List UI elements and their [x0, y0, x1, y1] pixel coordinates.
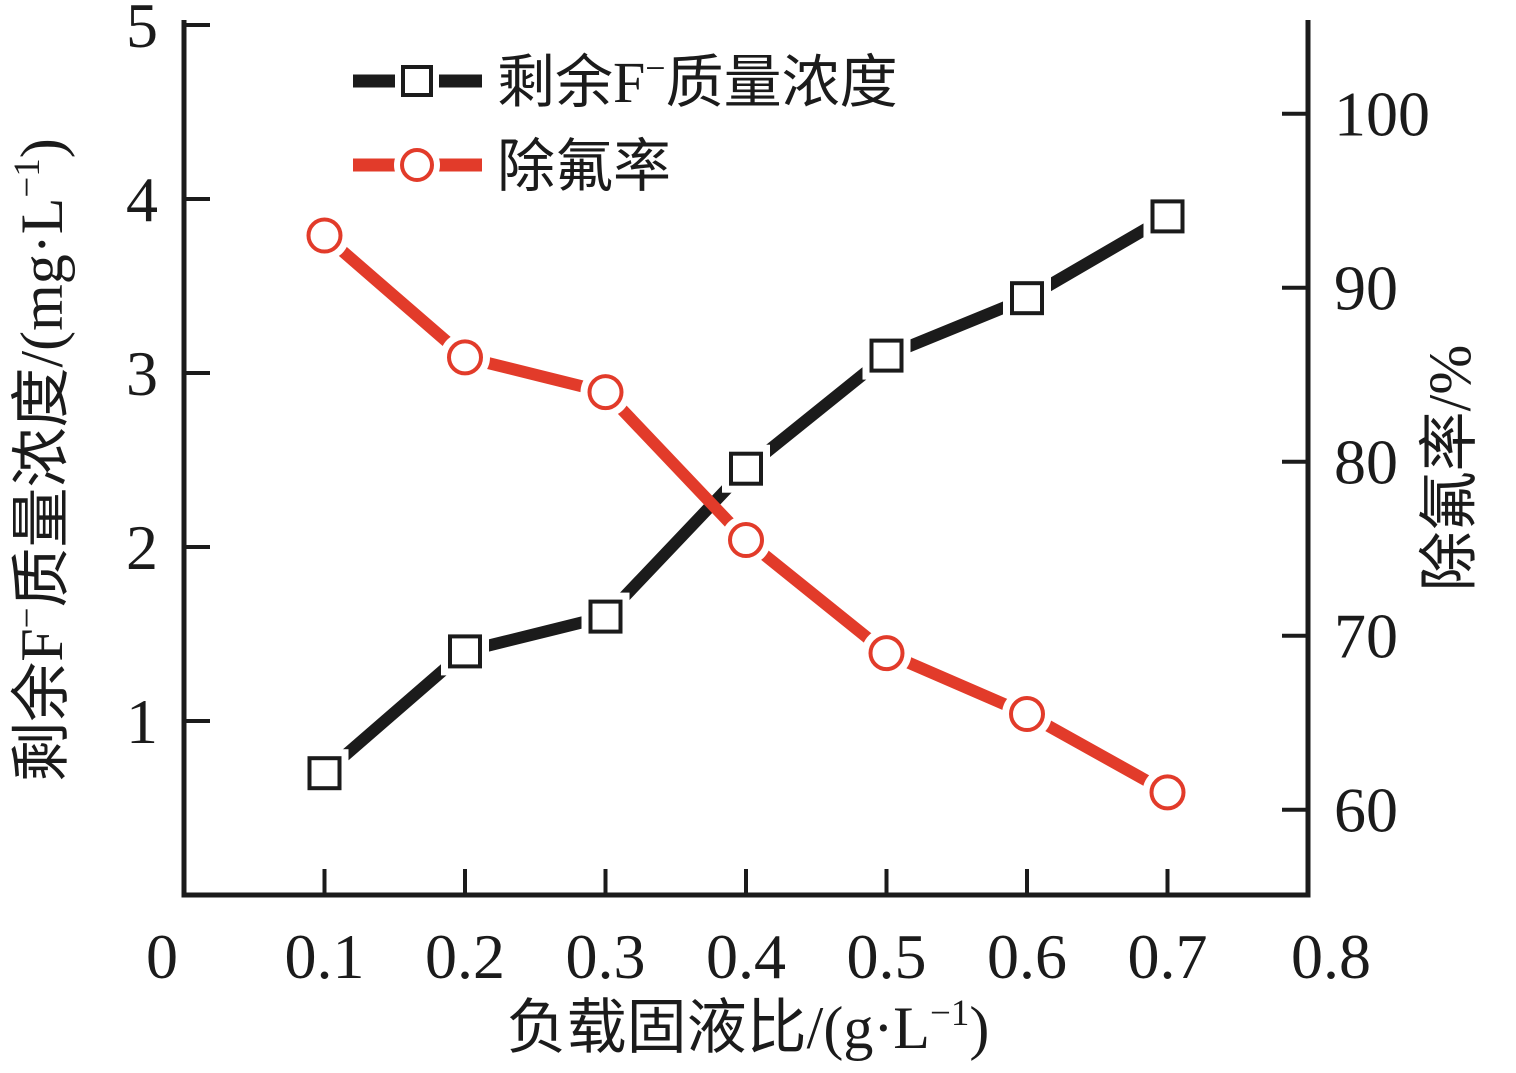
right-axis-tick-label: 80	[1334, 427, 1398, 498]
left-axis-tick-label: 4	[126, 164, 158, 235]
residual-fluoride-marker	[1150, 199, 1185, 234]
left-axis-tick-label: 5	[126, 0, 158, 61]
left-axis-tick-label: 1	[126, 686, 158, 757]
legend-item-label: 除氟率	[497, 134, 671, 199]
residual-fluoride-marker	[729, 451, 763, 486]
fluoride-removal-marker	[1149, 774, 1186, 811]
fluoride-removal-marker	[1009, 696, 1045, 733]
legend-circle-marker-icon	[400, 148, 434, 182]
residual-fluoride-marker	[1010, 281, 1044, 316]
x-axis-tick-label: 0.6	[987, 921, 1067, 992]
legend-item-residual-fluoride: 剩余F−质量浓度	[353, 48, 898, 115]
residual-fluoride-marker	[307, 756, 342, 791]
legend-item-label: 剩余F−质量浓度	[497, 48, 898, 115]
x-axis-tick-label: 0.5	[847, 921, 927, 992]
x-axis-tick-label: 0.3	[566, 921, 646, 992]
residual-fluoride-marker	[448, 634, 482, 669]
right-axis-tick-label: 100	[1334, 79, 1430, 150]
legend-item-fluoride-removal: 除氟率	[353, 134, 671, 199]
x-axis-tick-label: 0	[146, 921, 178, 992]
residual-fluoride-marker	[869, 338, 904, 373]
x-axis-tick-label: 0.8	[1291, 921, 1371, 992]
x-axis-title: 负载固液比/(g·L−1)	[507, 993, 990, 1061]
right-axis-tick-label: 60	[1334, 775, 1398, 846]
right-axis-tick-label: 70	[1334, 601, 1398, 672]
legend-square-marker-icon	[401, 65, 433, 97]
fluoride-removal-marker	[728, 522, 764, 559]
fluoride-removal-marker	[447, 339, 483, 376]
fluoride-removal-marker	[306, 217, 343, 254]
x-axis-tick-label: 0.7	[1128, 921, 1208, 992]
left-axis-title: 剩余F−质量浓度/(mg·L−1)	[7, 138, 75, 782]
x-axis-tick-label: 0.4	[706, 921, 786, 992]
residual-fluoride-marker	[588, 599, 623, 634]
fluoride-removal-marker	[587, 374, 624, 411]
x-axis-tick-label: 0.2	[425, 921, 505, 992]
left-axis-tick-label: 2	[126, 512, 158, 583]
right-axis-title: 除氟率/%	[1417, 345, 1483, 592]
left-axis-tick-label: 3	[126, 338, 158, 409]
right-axis-tick-label: 90	[1334, 253, 1398, 324]
x-axis-tick-label: 0.1	[285, 921, 365, 992]
fluoride-removal-marker	[868, 635, 905, 672]
